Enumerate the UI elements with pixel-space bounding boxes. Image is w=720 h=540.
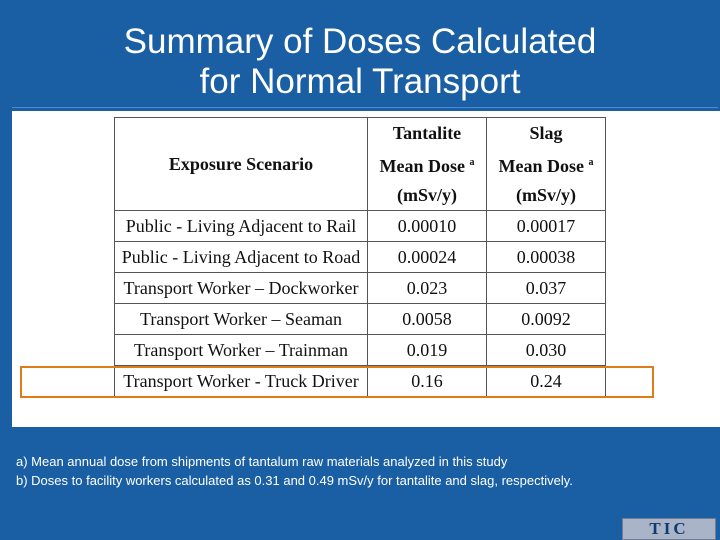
footnote-a: a) Mean annual dose from shipments of ta… [16, 454, 508, 469]
cell-scenario: Transport Worker - Truck Driver [114, 365, 368, 397]
cell-slag-dose: 0.030 [486, 334, 606, 366]
dose-summary-table: Exposure Scenario Tantalite Mean Dose a … [114, 117, 606, 397]
header-tantalite-metric-text: Mean Dose [379, 155, 465, 176]
header-tantalite-metric: Mean Dose a [368, 148, 486, 181]
cell-tantalite-dose: 0.00010 [367, 210, 487, 242]
cell-slag-dose: 0.00038 [486, 241, 606, 273]
cell-slag-dose: 0.037 [486, 272, 606, 304]
cell-scenario: Public - Living Adjacent to Rail [114, 210, 368, 242]
header-tantalite-footnote: a [469, 156, 475, 168]
cell-scenario: Public - Living Adjacent to Road [114, 241, 368, 273]
cell-tantalite-dose: 0.0058 [367, 303, 487, 335]
cell-slag-dose: 0.0092 [486, 303, 606, 335]
slide-title-line-2: for Normal Transport [199, 62, 521, 101]
table-row: Public - Living Adjacent to Rail 0.00010… [114, 210, 606, 242]
title-divider [12, 107, 718, 108]
header-slag-name: Slag [529, 122, 563, 143]
cell-scenario: Transport Worker – Trainman [114, 334, 368, 366]
cell-slag-dose: 0.24 [486, 365, 606, 397]
header-tantalite: Tantalite Mean Dose a (mSv/y) [367, 117, 487, 211]
tic-logo: TIC [622, 518, 716, 540]
header-slag: Slag Mean Dose a (mSv/y) [486, 117, 606, 211]
slide-title-line-1: Summary of Doses Calculated [123, 22, 597, 61]
header-slag-metric-text: Mean Dose [498, 155, 584, 176]
cell-tantalite-dose: 0.00024 [367, 241, 487, 273]
cell-scenario: Transport Worker – Seaman [114, 303, 368, 335]
table-header-row: Exposure Scenario Tantalite Mean Dose a … [114, 117, 606, 211]
table-row: Public - Living Adjacent to Road 0.00024… [114, 241, 606, 273]
header-tantalite-unit: (mSv/y) [397, 184, 457, 205]
table-row: Transport Worker – Seaman 0.0058 0.0092 [114, 303, 606, 335]
table-row: Transport Worker – Trainman 0.019 0.030 [114, 334, 606, 366]
header-slag-footnote: a [588, 156, 594, 168]
footnotes: a) Mean annual dose from shipments of ta… [16, 452, 716, 490]
header-slag-unit: (mSv/y) [516, 184, 576, 205]
footnote-b: b) Doses to facility workers calculated … [16, 473, 573, 488]
truck-driver-highlight-box [20, 366, 654, 398]
slide-title: Summary of Doses Calculated for Normal T… [0, 22, 720, 102]
header-tantalite-name: Tantalite [392, 122, 462, 143]
header-exposure-scenario: Exposure Scenario [114, 117, 368, 211]
cell-slag-dose: 0.00017 [486, 210, 606, 242]
cell-tantalite-dose: 0.16 [367, 365, 487, 397]
table-row: Transport Worker – Dockworker 0.023 0.03… [114, 272, 606, 304]
header-slag-metric: Mean Dose a [487, 148, 605, 181]
cell-tantalite-dose: 0.019 [367, 334, 487, 366]
cell-tantalite-dose: 0.023 [367, 272, 487, 304]
cell-scenario: Transport Worker – Dockworker [114, 272, 368, 304]
table-row-highlighted: Transport Worker - Truck Driver 0.16 0.2… [114, 365, 606, 397]
